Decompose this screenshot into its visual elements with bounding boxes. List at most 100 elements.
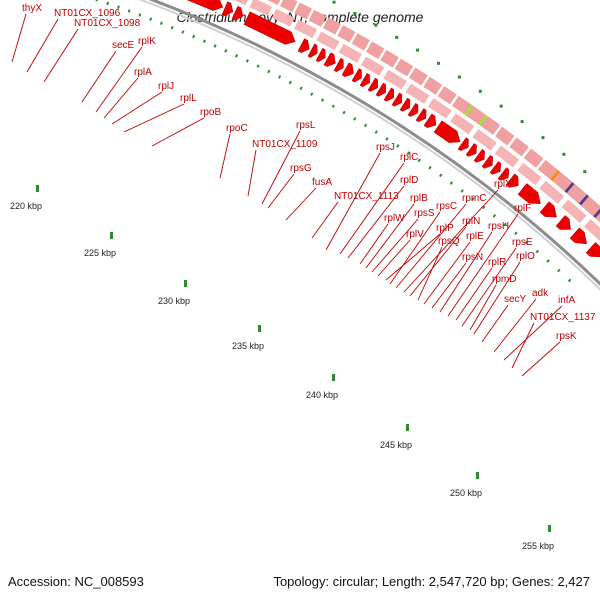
leader-line bbox=[423, 241, 471, 305]
tick-mark bbox=[514, 231, 518, 236]
gene-label: infA bbox=[558, 295, 576, 306]
tick-mark bbox=[524, 240, 529, 245]
gene-label: rplK bbox=[138, 36, 156, 47]
cds-segment bbox=[279, 0, 298, 13]
leader-line bbox=[359, 223, 389, 265]
gene-label: rpmD bbox=[492, 274, 516, 285]
gene-arrow bbox=[323, 52, 336, 67]
gene-arrow bbox=[457, 137, 469, 151]
gene-label: rplV bbox=[406, 229, 424, 240]
gene-label: rpmC bbox=[462, 193, 486, 204]
tick-mark bbox=[385, 137, 389, 141]
major-tick bbox=[36, 185, 39, 192]
tick-label: 220 kbp bbox=[10, 201, 42, 211]
tick-mark bbox=[299, 86, 303, 91]
gene-label: rpoC bbox=[226, 123, 248, 134]
cds-segment bbox=[294, 2, 313, 20]
gene-label: rplA bbox=[134, 67, 152, 78]
cds-segment bbox=[494, 145, 520, 168]
major-tick bbox=[332, 374, 335, 381]
backbone-inner bbox=[138, 0, 600, 291]
gene-label: rplP bbox=[436, 223, 454, 234]
major-tick bbox=[110, 232, 113, 239]
tick-layer: 220 kbp 225 kbp 230 kbp 235 kbp 240 kbp 245 k… bbox=[10, 0, 587, 551]
gene-label: rplD bbox=[400, 175, 418, 186]
gene-arrow bbox=[243, 11, 296, 45]
tick-mark bbox=[256, 64, 260, 68]
gene-arrow bbox=[359, 72, 370, 88]
leader-line bbox=[247, 149, 257, 197]
gene-label: rplX bbox=[494, 179, 512, 190]
tick-mark bbox=[245, 59, 249, 63]
gene-arrow bbox=[569, 227, 588, 245]
tick-mark bbox=[471, 197, 475, 201]
tick-mark bbox=[535, 249, 540, 254]
tick-mark bbox=[95, 0, 98, 2]
tick-dot bbox=[416, 48, 420, 52]
tick-mark bbox=[106, 1, 110, 6]
gene-label: rplE bbox=[466, 231, 484, 242]
tick-label: 245 kbp bbox=[380, 440, 412, 450]
tick-mark bbox=[224, 49, 228, 53]
gene-arrow bbox=[481, 154, 494, 169]
major-tick bbox=[476, 472, 479, 479]
gene-arrow bbox=[315, 47, 326, 63]
tick-dot bbox=[478, 89, 482, 93]
tick-mark bbox=[417, 158, 421, 163]
leader-line bbox=[521, 341, 561, 377]
tick-mark bbox=[138, 13, 142, 17]
gene-label: rplC bbox=[400, 152, 418, 163]
cds-segment bbox=[249, 0, 273, 16]
gene-arrow bbox=[341, 62, 354, 78]
gene-label: rpsJ bbox=[376, 142, 395, 153]
gene-label: rpsE bbox=[512, 237, 533, 248]
leader-line bbox=[439, 231, 493, 313]
leader-line bbox=[11, 13, 27, 63]
gene-label: secE bbox=[112, 40, 135, 51]
leader-line bbox=[469, 284, 497, 331]
gene-arrow bbox=[351, 68, 362, 83]
gene-label: rpsL bbox=[296, 120, 316, 131]
tick-mark bbox=[557, 268, 561, 273]
gene-label: rpsH bbox=[488, 221, 509, 232]
gene-label: rplN bbox=[462, 216, 480, 227]
tick-mark bbox=[439, 173, 443, 178]
tick-mark bbox=[460, 189, 464, 193]
gene-arrow bbox=[186, 0, 224, 11]
gene-label: rpsN bbox=[462, 252, 483, 263]
gene-arrow bbox=[555, 215, 571, 230]
cds-segment bbox=[566, 183, 587, 204]
tick-dot bbox=[437, 61, 441, 65]
leader-line bbox=[403, 189, 499, 293]
tick-mark bbox=[117, 5, 120, 9]
gene-label: rpoB bbox=[200, 107, 221, 118]
tick-label: 225 kbp bbox=[84, 248, 116, 258]
cds-segment bbox=[472, 129, 497, 151]
leader-line bbox=[481, 304, 509, 343]
gene-arrow bbox=[489, 161, 502, 175]
gene-label: rpsC bbox=[436, 201, 457, 212]
tick-mark bbox=[267, 69, 271, 74]
cds-segment bbox=[538, 160, 558, 180]
cds-segment bbox=[539, 180, 565, 204]
leader-line bbox=[493, 298, 537, 353]
gene-arrow bbox=[517, 183, 541, 204]
gene-label: rpsG bbox=[290, 163, 312, 174]
tick-dot bbox=[562, 152, 566, 156]
leader-line bbox=[219, 133, 231, 179]
backbone-outer bbox=[148, 0, 600, 286]
label-leader-lines bbox=[11, 13, 563, 377]
tick-mark bbox=[396, 144, 400, 148]
tick-label: 250 kbp bbox=[450, 488, 482, 498]
tick-dot bbox=[499, 104, 503, 108]
cds-segment bbox=[423, 76, 443, 95]
cds-segment bbox=[552, 171, 573, 192]
cds-segment bbox=[394, 58, 414, 77]
gene-label: NT01CX_1137 bbox=[530, 312, 596, 323]
leader-line bbox=[389, 211, 441, 285]
tick-mark bbox=[353, 117, 357, 121]
leader-line bbox=[377, 239, 411, 277]
leader-line bbox=[325, 152, 381, 251]
